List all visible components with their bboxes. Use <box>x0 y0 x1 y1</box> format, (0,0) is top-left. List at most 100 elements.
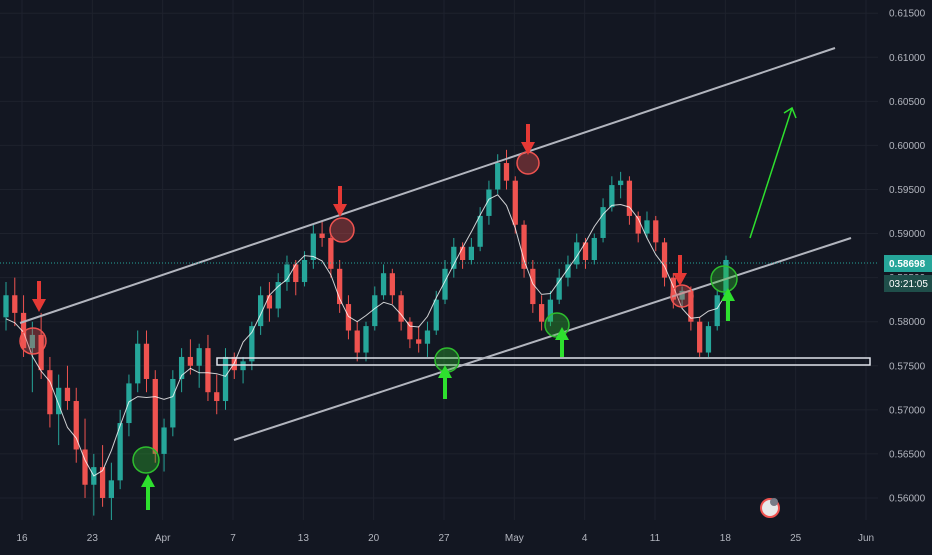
candle-body <box>328 237 334 269</box>
time-tick: 20 <box>368 533 380 544</box>
candle-body <box>108 480 114 498</box>
candle-body <box>12 295 18 313</box>
candle-body <box>626 180 633 216</box>
time-axis[interactable] <box>0 526 932 550</box>
candle-body <box>319 233 325 238</box>
candle-body <box>240 361 246 371</box>
candle-body <box>565 264 571 278</box>
candle-body <box>521 224 527 269</box>
projection-arrow-icon <box>749 106 797 239</box>
price-axis-labels: 0.61500 0.61000 0.60500 0.60000 0.59500 0.590… <box>889 9 926 505</box>
time-tick: 11 <box>650 533 661 544</box>
price-tick: 0.56500 <box>889 449 926 460</box>
price-tick: 0.61500 <box>889 9 926 20</box>
price-tick: 0.60000 <box>889 141 926 152</box>
last-price-label-bg <box>884 255 932 272</box>
up-arrow-icon <box>438 365 452 399</box>
time-tick: Jun <box>858 533 874 544</box>
candle-body <box>398 295 404 322</box>
candle-body <box>3 295 9 318</box>
support-circle <box>434 347 460 373</box>
countdown-label-bg <box>884 275 932 292</box>
down-arrow-icon <box>673 255 687 286</box>
candle-body <box>47 370 53 415</box>
candle-body <box>389 273 395 296</box>
candle-body <box>547 299 554 322</box>
time-tick: May <box>505 533 524 544</box>
candle-body <box>661 242 668 278</box>
candle-body <box>143 343 150 379</box>
candle-body <box>380 273 387 296</box>
time-tick: 4 <box>582 533 588 544</box>
candle-body <box>135 343 141 384</box>
candle-body <box>266 295 273 309</box>
price-tick: 0.59000 <box>889 229 926 240</box>
news-badge-icon[interactable] <box>760 498 780 518</box>
resistance-circle <box>19 327 47 355</box>
candle-body <box>618 180 624 186</box>
candle-body <box>644 220 650 234</box>
channel-lower-line[interactable] <box>233 237 852 441</box>
candle-body <box>117 423 123 481</box>
candle-body <box>503 163 510 181</box>
time-tick: Apr <box>155 533 171 544</box>
candle-body <box>512 180 518 225</box>
candle-body <box>301 260 308 283</box>
support-circle <box>132 446 160 474</box>
candle-body <box>205 348 211 393</box>
candle-body <box>38 334 44 371</box>
last-price-label: 0.58698 <box>889 259 926 270</box>
candle-body <box>442 268 448 300</box>
candle-body <box>196 348 202 366</box>
candle-body <box>609 185 615 208</box>
down-arrow-icon <box>521 124 535 155</box>
down-arrow-icon <box>32 281 46 312</box>
candle-body <box>591 237 597 260</box>
time-tick: 18 <box>720 533 732 544</box>
candle-body <box>407 321 413 340</box>
resistance-circle <box>670 284 694 308</box>
candle-body <box>99 467 106 498</box>
candle-body <box>363 326 369 353</box>
support-zone-box[interactable] <box>216 357 871 366</box>
price-tick: 0.61000 <box>889 53 926 64</box>
candle-body <box>161 427 167 454</box>
candle-body <box>170 378 176 428</box>
candle-body <box>178 356 185 379</box>
candle-body <box>73 401 79 450</box>
time-tick: 16 <box>16 533 28 544</box>
time-tick: 13 <box>298 533 310 544</box>
candle-body <box>214 392 220 402</box>
candle-body <box>29 334 35 349</box>
candle-body <box>424 330 431 344</box>
candle-body <box>82 449 88 485</box>
candle-body <box>187 356 194 366</box>
candle-body <box>530 268 536 305</box>
time-tick: 23 <box>87 533 99 544</box>
price-tick: 0.57500 <box>889 361 926 372</box>
channel-upper-line[interactable] <box>19 47 836 324</box>
down-arrow-icon <box>333 186 347 217</box>
candle-body <box>20 312 27 349</box>
candle-body <box>337 268 343 305</box>
candle-body <box>653 220 659 243</box>
candle-body <box>486 189 492 216</box>
price-tick: 0.58000 <box>889 317 926 328</box>
time-axis-labels: 16 23 Apr 7 13 20 27 May 4 11 18 25 Jun <box>16 533 874 544</box>
candle-body <box>477 215 483 247</box>
candle-body <box>556 277 562 300</box>
candle-body <box>275 282 281 309</box>
candle-body <box>574 242 580 265</box>
time-tick: 7 <box>230 533 236 544</box>
candle-body <box>345 304 352 331</box>
resistance-circle <box>329 217 355 243</box>
candle-body <box>433 299 439 331</box>
price-tick: 0.60500 <box>889 97 926 108</box>
candle-body <box>679 290 685 300</box>
candle-body <box>293 264 299 283</box>
time-tick: 25 <box>790 533 802 544</box>
candle-body <box>635 215 641 234</box>
candle-body <box>714 295 720 327</box>
